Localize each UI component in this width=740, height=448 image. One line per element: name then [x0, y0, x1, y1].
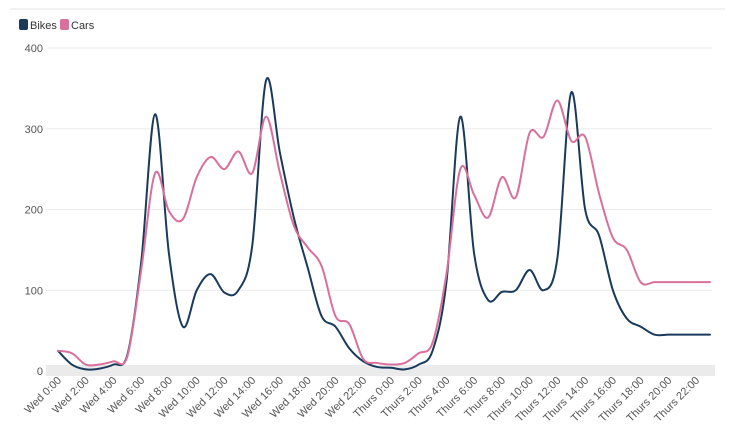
y-tick-label: 300 — [25, 124, 43, 136]
series-line-bikes[interactable] — [57, 76, 711, 371]
series-lines — [57, 76, 711, 371]
legend-swatch-cars[interactable] — [60, 19, 69, 30]
legend-label-bikes: Bikes — [30, 20, 57, 32]
y-tick-label: 200 — [25, 205, 43, 217]
x-axis-band — [46, 365, 715, 376]
legend-swatch-bikes[interactable] — [19, 19, 28, 30]
legend-label-cars: Cars — [71, 20, 95, 32]
y-tick-label: 100 — [25, 285, 43, 297]
series-line-cars[interactable] — [57, 99, 711, 367]
y-tick-label: 400 — [25, 43, 43, 55]
legend: Bikes Cars — [19, 19, 95, 32]
y-tick-label: 0 — [37, 366, 43, 378]
y-axis-tick-labels: 0 100 200 300 400 — [25, 43, 43, 378]
